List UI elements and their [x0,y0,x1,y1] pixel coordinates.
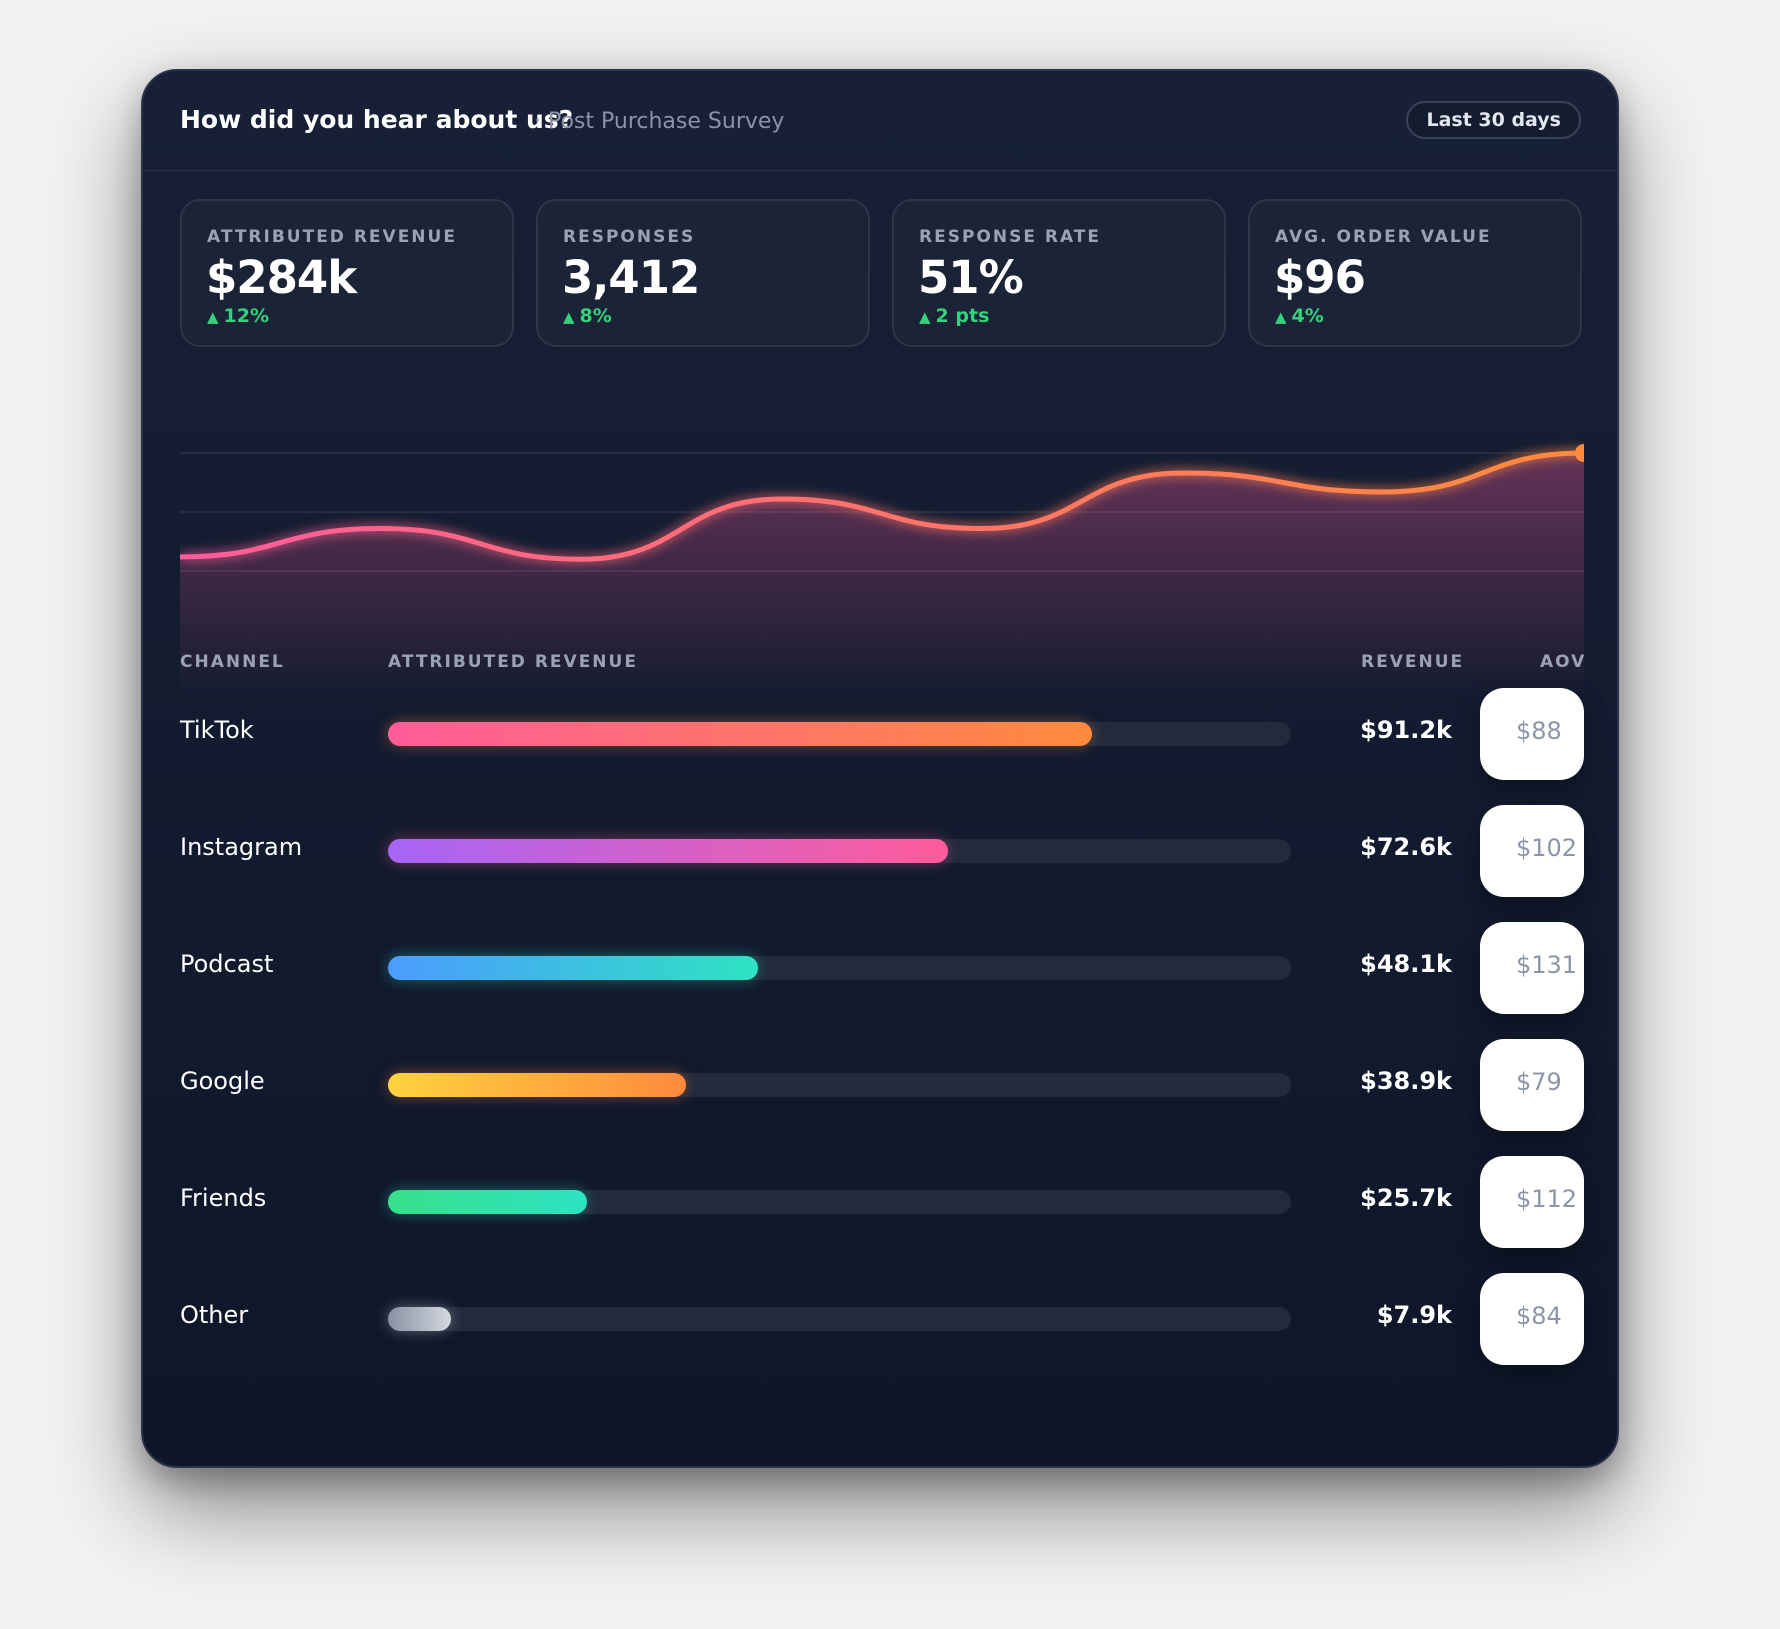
aov-value: $112 [1516,1185,1578,1213]
aov-value: $84 [1516,1302,1562,1330]
aov-chip[interactable]: $131 [1480,922,1584,1014]
kpi-delta: ▲ 8% [563,305,612,327]
kpi-delta-value: 2 pts [935,305,990,327]
column-header-attributed-revenue: ATTRIBUTED REVENUE [388,652,638,672]
table-row: Other $7.9k $84 [143,1273,1617,1365]
kpi-delta-value: 12% [223,305,270,327]
channel-name: Other [180,1301,249,1329]
kpi-value: $96 [1274,251,1366,304]
kpi-delta: ▲ 2 pts [919,305,989,327]
trend-up-icon: ▲ [919,308,931,326]
kpi-avg-order-value: AVG. ORDER VALUE $96 ▲ 4% [1248,199,1582,347]
aov-chip[interactable]: $84 [1480,1273,1584,1365]
kpi-label: RESPONSES [563,227,696,247]
kpi-response-rate: RESPONSE RATE 51% ▲ 2 pts [892,199,1226,347]
kpi-delta: ▲ 12% [207,305,269,327]
table-row: TikTok $91.2k $88 [143,688,1617,780]
chart-endpoint [1575,444,1584,462]
kpi-label: RESPONSE RATE [919,227,1101,247]
channel-name: Friends [180,1184,267,1212]
revenue-bar-track [388,1190,1291,1214]
revenue-value: $38.9k [1360,1067,1452,1095]
card-subtitle: · Post Purchase Survey [534,109,785,134]
revenue-bar-track [388,839,1291,863]
aov-chip[interactable]: $102 [1480,805,1584,897]
kpi-responses: RESPONSES 3,412 ▲ 8% [536,199,870,347]
revenue-value: $91.2k [1360,716,1452,744]
card-title: How did you hear about us? [180,105,574,134]
trend-up-icon: ▲ [563,308,575,326]
kpi-value: 3,412 [562,251,700,304]
aov-value: $102 [1516,834,1578,862]
column-header-aov: AOV [1540,652,1587,672]
revenue-bar [388,1190,587,1214]
revenue-bar-track [388,956,1291,980]
revenue-bar [388,956,759,980]
channel-name: Podcast [180,950,274,978]
table-row: Podcast $48.1k $131 [143,922,1617,1014]
date-range-button[interactable]: Last 30 days [1406,101,1581,139]
kpi-value: 51% [918,251,1024,304]
revenue-value: $48.1k [1360,950,1452,978]
kpi-delta: ▲ 4% [1275,305,1324,327]
revenue-bar [388,1073,686,1097]
chart-area [180,453,1584,701]
kpi-label: ATTRIBUTED REVENUE [207,227,457,247]
table-row: Friends $25.7k $112 [143,1156,1617,1248]
column-header-revenue: REVENUE [1361,652,1465,672]
kpi-delta-value: 4% [1291,305,1324,327]
kpi-label: AVG. ORDER VALUE [1275,227,1492,247]
aov-chip[interactable]: $88 [1480,688,1584,780]
revenue-bar [388,839,948,863]
kpi-attributed-revenue: ATTRIBUTED REVENUE $284k ▲ 12% [180,199,514,347]
revenue-bar-track [388,722,1291,746]
table-row: Google $38.9k $79 [143,1039,1617,1131]
revenue-bar [388,1307,452,1331]
aov-chip[interactable]: $112 [1480,1156,1584,1248]
aov-chip[interactable]: $79 [1480,1039,1584,1131]
aov-value: $88 [1516,717,1562,745]
table-row: Instagram $72.6k $102 [143,805,1617,897]
trend-up-icon: ▲ [1275,308,1287,326]
channel-name: Instagram [180,833,303,861]
kpi-delta-value: 8% [579,305,612,327]
channel-name: TikTok [180,716,254,744]
trend-chart [180,444,1584,701]
channel-name: Google [180,1067,265,1095]
revenue-value: $7.9k [1376,1301,1452,1329]
column-header-channel: CHANNEL [180,652,285,672]
kpi-value: $284k [206,251,357,304]
revenue-bar-track [388,1073,1291,1097]
trend-up-icon: ▲ [207,308,219,326]
survey-card: How did you hear about us? · Post Purcha… [141,69,1619,1468]
revenue-value: $25.7k [1360,1184,1452,1212]
revenue-bar [388,722,1093,746]
revenue-value: $72.6k [1360,833,1452,861]
revenue-bar-track [388,1307,1291,1331]
card-header: How did you hear about us? · Post Purcha… [143,71,1617,171]
aov-value: $79 [1516,1068,1562,1096]
chart-line [180,450,1584,562]
aov-value: $131 [1516,951,1578,979]
